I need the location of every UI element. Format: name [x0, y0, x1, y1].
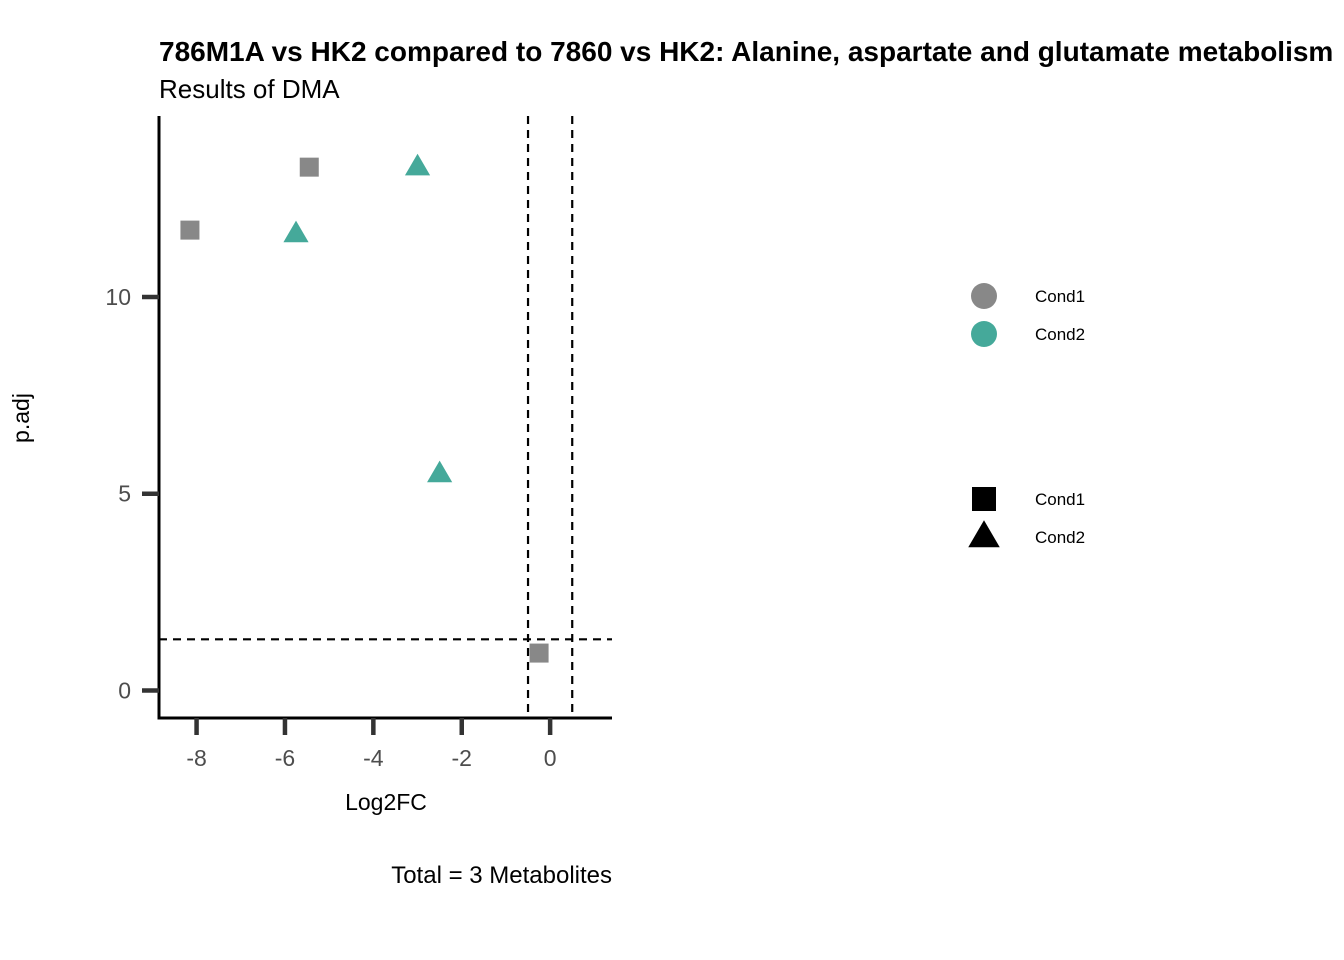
x-axis-title: Log2FC	[345, 789, 427, 815]
y-axis-title: p.adj	[8, 393, 34, 443]
data-point-cond2	[427, 460, 453, 483]
plot-area: -8 -6 -4 -2 0 0 5 10	[105, 116, 612, 771]
y-tick-label: 5	[118, 481, 131, 507]
x-tick-label: 0	[544, 745, 557, 771]
chart-caption: Total = 3 Metabolites	[391, 862, 612, 889]
chart-title: 786M1A vs HK2 compared to 7860 vs HK2: A…	[159, 36, 1333, 67]
y-tick-label: 10	[105, 284, 131, 310]
data-point-cond1	[180, 220, 200, 240]
x-tick-label: -4	[363, 745, 384, 771]
legend-key-circle	[971, 283, 997, 309]
legend-label: Cond2	[1035, 528, 1085, 547]
legend-label: Cond1	[1035, 490, 1085, 509]
chart-subtitle: Results of DMA	[159, 74, 340, 104]
data-point-cond1	[299, 157, 319, 177]
x-tick-label: -2	[452, 745, 472, 771]
legend-key-triangle	[968, 520, 1000, 548]
x-tick-label: -6	[275, 745, 295, 771]
legend-key-circle	[971, 321, 997, 347]
legends: Cond1 Cond2 Cond1 Cond2	[968, 283, 1085, 548]
legend-key-square	[972, 487, 996, 511]
y-tick-label: 0	[118, 677, 131, 703]
data-point-cond2	[404, 153, 431, 176]
data-point-cond2	[283, 220, 309, 243]
legend-label: Cond1	[1035, 287, 1085, 306]
legend-label: Cond2	[1035, 325, 1085, 344]
data-point-cond1	[529, 643, 549, 663]
x-tick-label: -8	[186, 745, 206, 771]
